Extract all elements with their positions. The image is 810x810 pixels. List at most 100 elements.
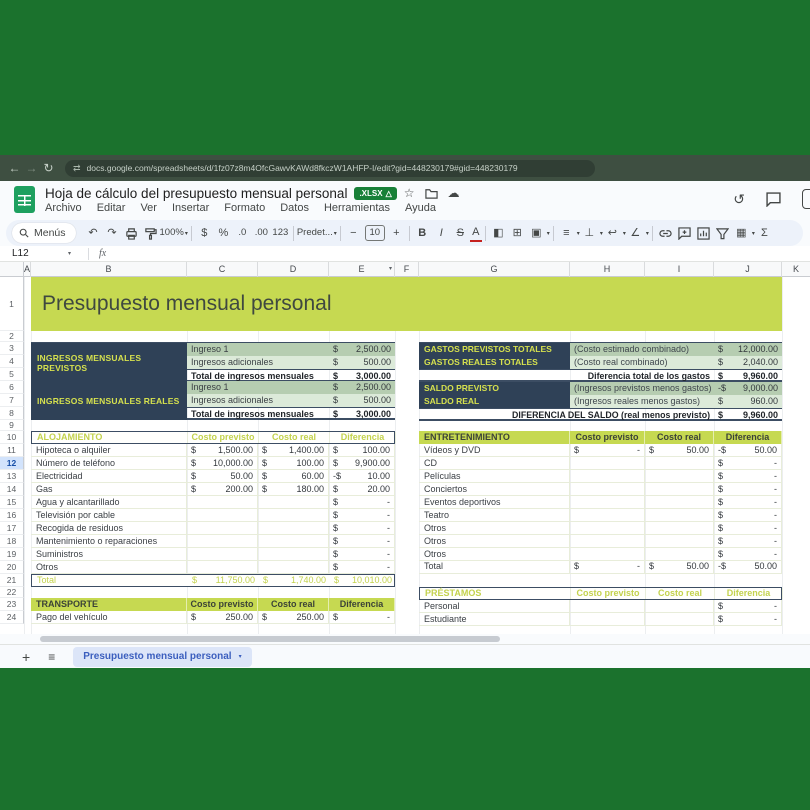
row-header[interactable]: 2 [0,331,24,342]
comments-icon[interactable] [766,191,781,207]
costo-previsto-cell[interactable] [570,600,645,613]
merge-cells-icon[interactable]: ▣ [531,227,542,239]
format-currency-icon[interactable]: $ [201,227,208,239]
row-header[interactable]: 7 [0,394,24,407]
col-costo-previsto[interactable]: Costo previsto [570,431,645,444]
more-formats-icon[interactable]: 123 [272,227,289,238]
table-views-icon[interactable]: ▦ [736,227,747,239]
diferencia-cell[interactable]: $ - [329,509,395,522]
income-row[interactable]: Ingreso 1 $2,500.00 [187,343,395,356]
costo-previsto-cell[interactable] [187,548,258,561]
address-bar[interactable]: ⇄ docs.google.com/spreadsheets/d/1fz07z8… [65,159,595,177]
text-rotation-icon[interactable]: ∠ [630,227,641,239]
col-diferencia[interactable]: Diferencia [714,431,782,444]
expense-item-label[interactable]: Películas [419,470,570,483]
summary-row-description[interactable]: DIFERENCIA DEL SALDO (real menos previst… [512,410,710,420]
expense-item-label[interactable]: Número de teléfono [31,457,187,470]
costo-real-cell[interactable] [258,535,329,548]
costo-real-cell[interactable] [645,600,714,613]
strikethrough-icon[interactable]: S [456,227,464,239]
income-row-amount[interactable]: $2,500.00 [329,381,395,394]
income-row-amount[interactable]: $500.00 [329,356,395,369]
costo-real-cell[interactable] [645,613,714,626]
summary-row[interactable]: DIFERENCIA DEL SALDO (real menos previst… [419,408,782,421]
col-header-h[interactable]: H [570,262,645,277]
summary-row[interactable]: SALDO REAL (Ingresos reales menos gastos… [419,395,782,408]
diferencia-cell[interactable]: $ - [714,613,782,626]
entretenimiento-header[interactable]: ENTRETENIMIENTO Costo previsto Costo rea… [419,431,782,444]
print-icon[interactable] [125,227,138,240]
row-header[interactable]: 3 [0,342,24,355]
row-header[interactable]: 18 [0,535,24,548]
diferencia-cell[interactable]: $ - [714,509,782,522]
summary-row[interactable]: GASTOS REALES TOTALES (Costo real combin… [419,356,782,369]
site-settings-icon[interactable]: ⇄ [73,162,81,173]
income-previstos-label[interactable]: INGRESOS MENSUALES PREVISTOS [31,343,187,382]
expense-item-label[interactable]: Teatro [419,509,570,522]
diferencia-cell[interactable]: $ - [714,483,782,496]
col-header-d[interactable]: D [258,262,329,277]
horizontal-scrollbar[interactable] [40,636,500,642]
expense-item-label[interactable]: Pago del vehículo [31,611,187,624]
costo-real-cell[interactable]: $50.00 [645,444,714,457]
col-header-e[interactable]: E ▾ [329,262,395,277]
document-title[interactable]: Hoja de cálculo del presupuesto mensual … [45,185,348,201]
costo-real-cell[interactable]: $60.00 [258,470,329,483]
income-reales-table[interactable]: INGRESOS MENSUALES REALES Ingreso 1 $2,5… [31,381,395,420]
insert-link-icon[interactable] [659,227,672,240]
costo-real-cell[interactable]: $1,400.00 [258,444,329,457]
income-previstos-table[interactable]: INGRESOS MENSUALES PREVISTOS Ingreso 1 $… [31,342,395,382]
expense-row[interactable]: Número de teléfono $10,000.00 $100.00 $9… [31,457,395,470]
alojamiento-total-row[interactable]: Total $11,750.00 $1,740.00 $10,010.00 [31,574,395,587]
table-title[interactable]: ALOJAMIENTO [32,432,188,443]
format-percent-icon[interactable]: % [218,227,229,239]
spreadsheet-grid[interactable]: A B C D E ▾ F G H I J K 1 2 3 4 5 6 7 8 9… [0,262,810,634]
col-costo-real[interactable]: Costo real [645,431,714,444]
text-wrap-icon[interactable]: ↩ [607,227,617,239]
entretenimiento-table[interactable]: ENTRETENIMIENTO Costo previsto Costo rea… [419,431,782,574]
row-header[interactable]: 23 [0,598,24,611]
row-header[interactable]: 14 [0,483,24,496]
menu-insertar[interactable]: Insertar [171,202,210,214]
col-costo-real[interactable]: Costo real [646,588,715,599]
diferencia-cell[interactable]: $ - [329,496,395,509]
income-row-label[interactable]: Ingresos adicionales [187,394,329,407]
table-title[interactable]: TRANSPORTE [31,598,187,611]
summary-row-amount[interactable]: $9,960.00 [714,409,782,422]
income-row-label[interactable]: Ingresos adicionales [187,356,329,369]
income-row[interactable]: Ingresos adicionales $500.00 [187,356,395,369]
diferencia-cell[interactable]: $100.00 [329,444,395,457]
expense-item-label[interactable]: Otros [31,561,187,574]
increase-font-icon[interactable]: + [393,227,400,239]
total-costo-real[interactable]: $50.00 [645,561,714,574]
costo-real-cell[interactable] [645,470,714,483]
summary-row-amount[interactable]: -$ 9,000.00 [714,382,782,395]
income-row-label[interactable]: Ingreso 1 [187,381,329,394]
diferencia-cell[interactable]: -$ 50.00 [714,444,782,457]
total-diferencia[interactable]: $10,010.00 [330,575,396,586]
income-row-label[interactable]: Total de ingresos mensuales [191,371,314,381]
income-row-label[interactable]: Ingreso 1 [187,343,329,356]
summary-row[interactable]: GASTOS PREVISTOS TOTALES (Costo estimado… [419,343,782,356]
font-select[interactable]: Predet... [296,227,333,238]
row-header[interactable]: 9 [0,420,24,431]
expense-row[interactable]: Películas $ - [419,470,782,483]
row-header[interactable]: 24 [0,611,24,624]
alojamiento-header[interactable]: ALOJAMIENTO Costo previsto Costo real Di… [31,431,396,444]
summary-row-label[interactable]: GASTOS PREVISTOS TOTALES [419,343,570,356]
costo-real-cell[interactable] [645,548,714,561]
costo-previsto-cell[interactable] [570,457,645,470]
row-header[interactable]: 5 [0,368,24,381]
costo-real-cell[interactable] [645,509,714,522]
insert-chart-icon[interactable] [697,226,710,240]
costo-real-cell[interactable] [258,509,329,522]
expense-item-label[interactable]: Vídeos y DVD [419,444,570,457]
functions-icon[interactable]: Σ [760,227,768,239]
diferencia-cell[interactable]: $ - [714,600,782,613]
expense-row[interactable]: Otros $ - [419,548,782,561]
col-costo-real[interactable]: Costo real [259,432,330,443]
zoom-select[interactable]: 100% [159,227,184,238]
expense-item-label[interactable]: Agua y alcantarillado [31,496,187,509]
back-icon[interactable]: ← [8,161,21,175]
row-header[interactable]: 17 [0,522,24,535]
